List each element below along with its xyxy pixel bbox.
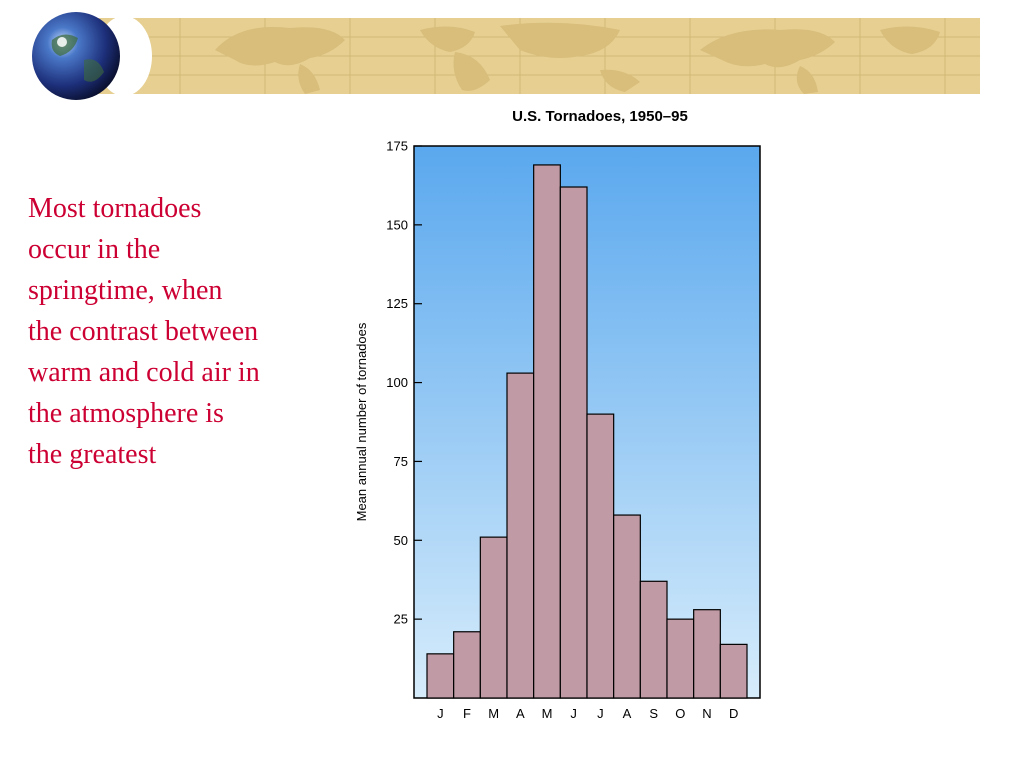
y-tick-label: 50 — [394, 533, 408, 548]
bar-7 — [613, 514, 641, 699]
y-tick-label: 100 — [386, 375, 408, 390]
y-tick-label: 175 — [386, 139, 408, 154]
x-tick-label: M — [542, 706, 553, 721]
y-tick-label: 75 — [394, 454, 408, 469]
bar-10 — [693, 609, 721, 699]
bar-5 — [559, 186, 588, 699]
x-tick-label: S — [649, 706, 658, 721]
bar-2 — [479, 536, 508, 699]
world-map-strip — [95, 18, 980, 94]
chart-title: U.S. Tornadoes, 1950–95 — [512, 108, 688, 125]
x-tick-label: F — [463, 706, 471, 721]
y-tick-label: 125 — [386, 296, 408, 311]
bars — [426, 164, 748, 699]
bar-9 — [666, 618, 695, 699]
x-tick-label: D — [729, 706, 738, 721]
x-tick-label: N — [702, 706, 711, 721]
x-tick-label: J — [570, 706, 577, 721]
y-axis-label: Mean annual number of tornadoes — [354, 322, 369, 521]
slide-caption: Most tornadoes occur in the springtime, … — [28, 193, 260, 470]
y-tick-label: 25 — [394, 612, 408, 627]
x-tick-label: J — [437, 706, 444, 721]
bar-3 — [506, 372, 535, 699]
banner — [32, 12, 980, 100]
bar-1 — [453, 631, 481, 699]
x-tick-label: A — [516, 706, 525, 721]
bar-6 — [586, 413, 615, 699]
globe-icon — [32, 12, 120, 100]
bar-4 — [533, 164, 561, 699]
bar-0 — [426, 653, 455, 699]
x-tick-label: J — [597, 706, 604, 721]
x-tick-label: M — [488, 706, 499, 721]
bar-chart: U.S. Tornadoes, 1950–95 Mean annual numb… — [354, 108, 761, 721]
y-axis-ticks: 25 50 75 100 125 150 175 — [386, 139, 422, 627]
bar-8 — [639, 580, 668, 699]
x-tick-label: A — [623, 706, 632, 721]
bar-11 — [719, 643, 748, 699]
y-tick-label: 150 — [386, 217, 408, 232]
x-tick-label: O — [675, 706, 685, 721]
